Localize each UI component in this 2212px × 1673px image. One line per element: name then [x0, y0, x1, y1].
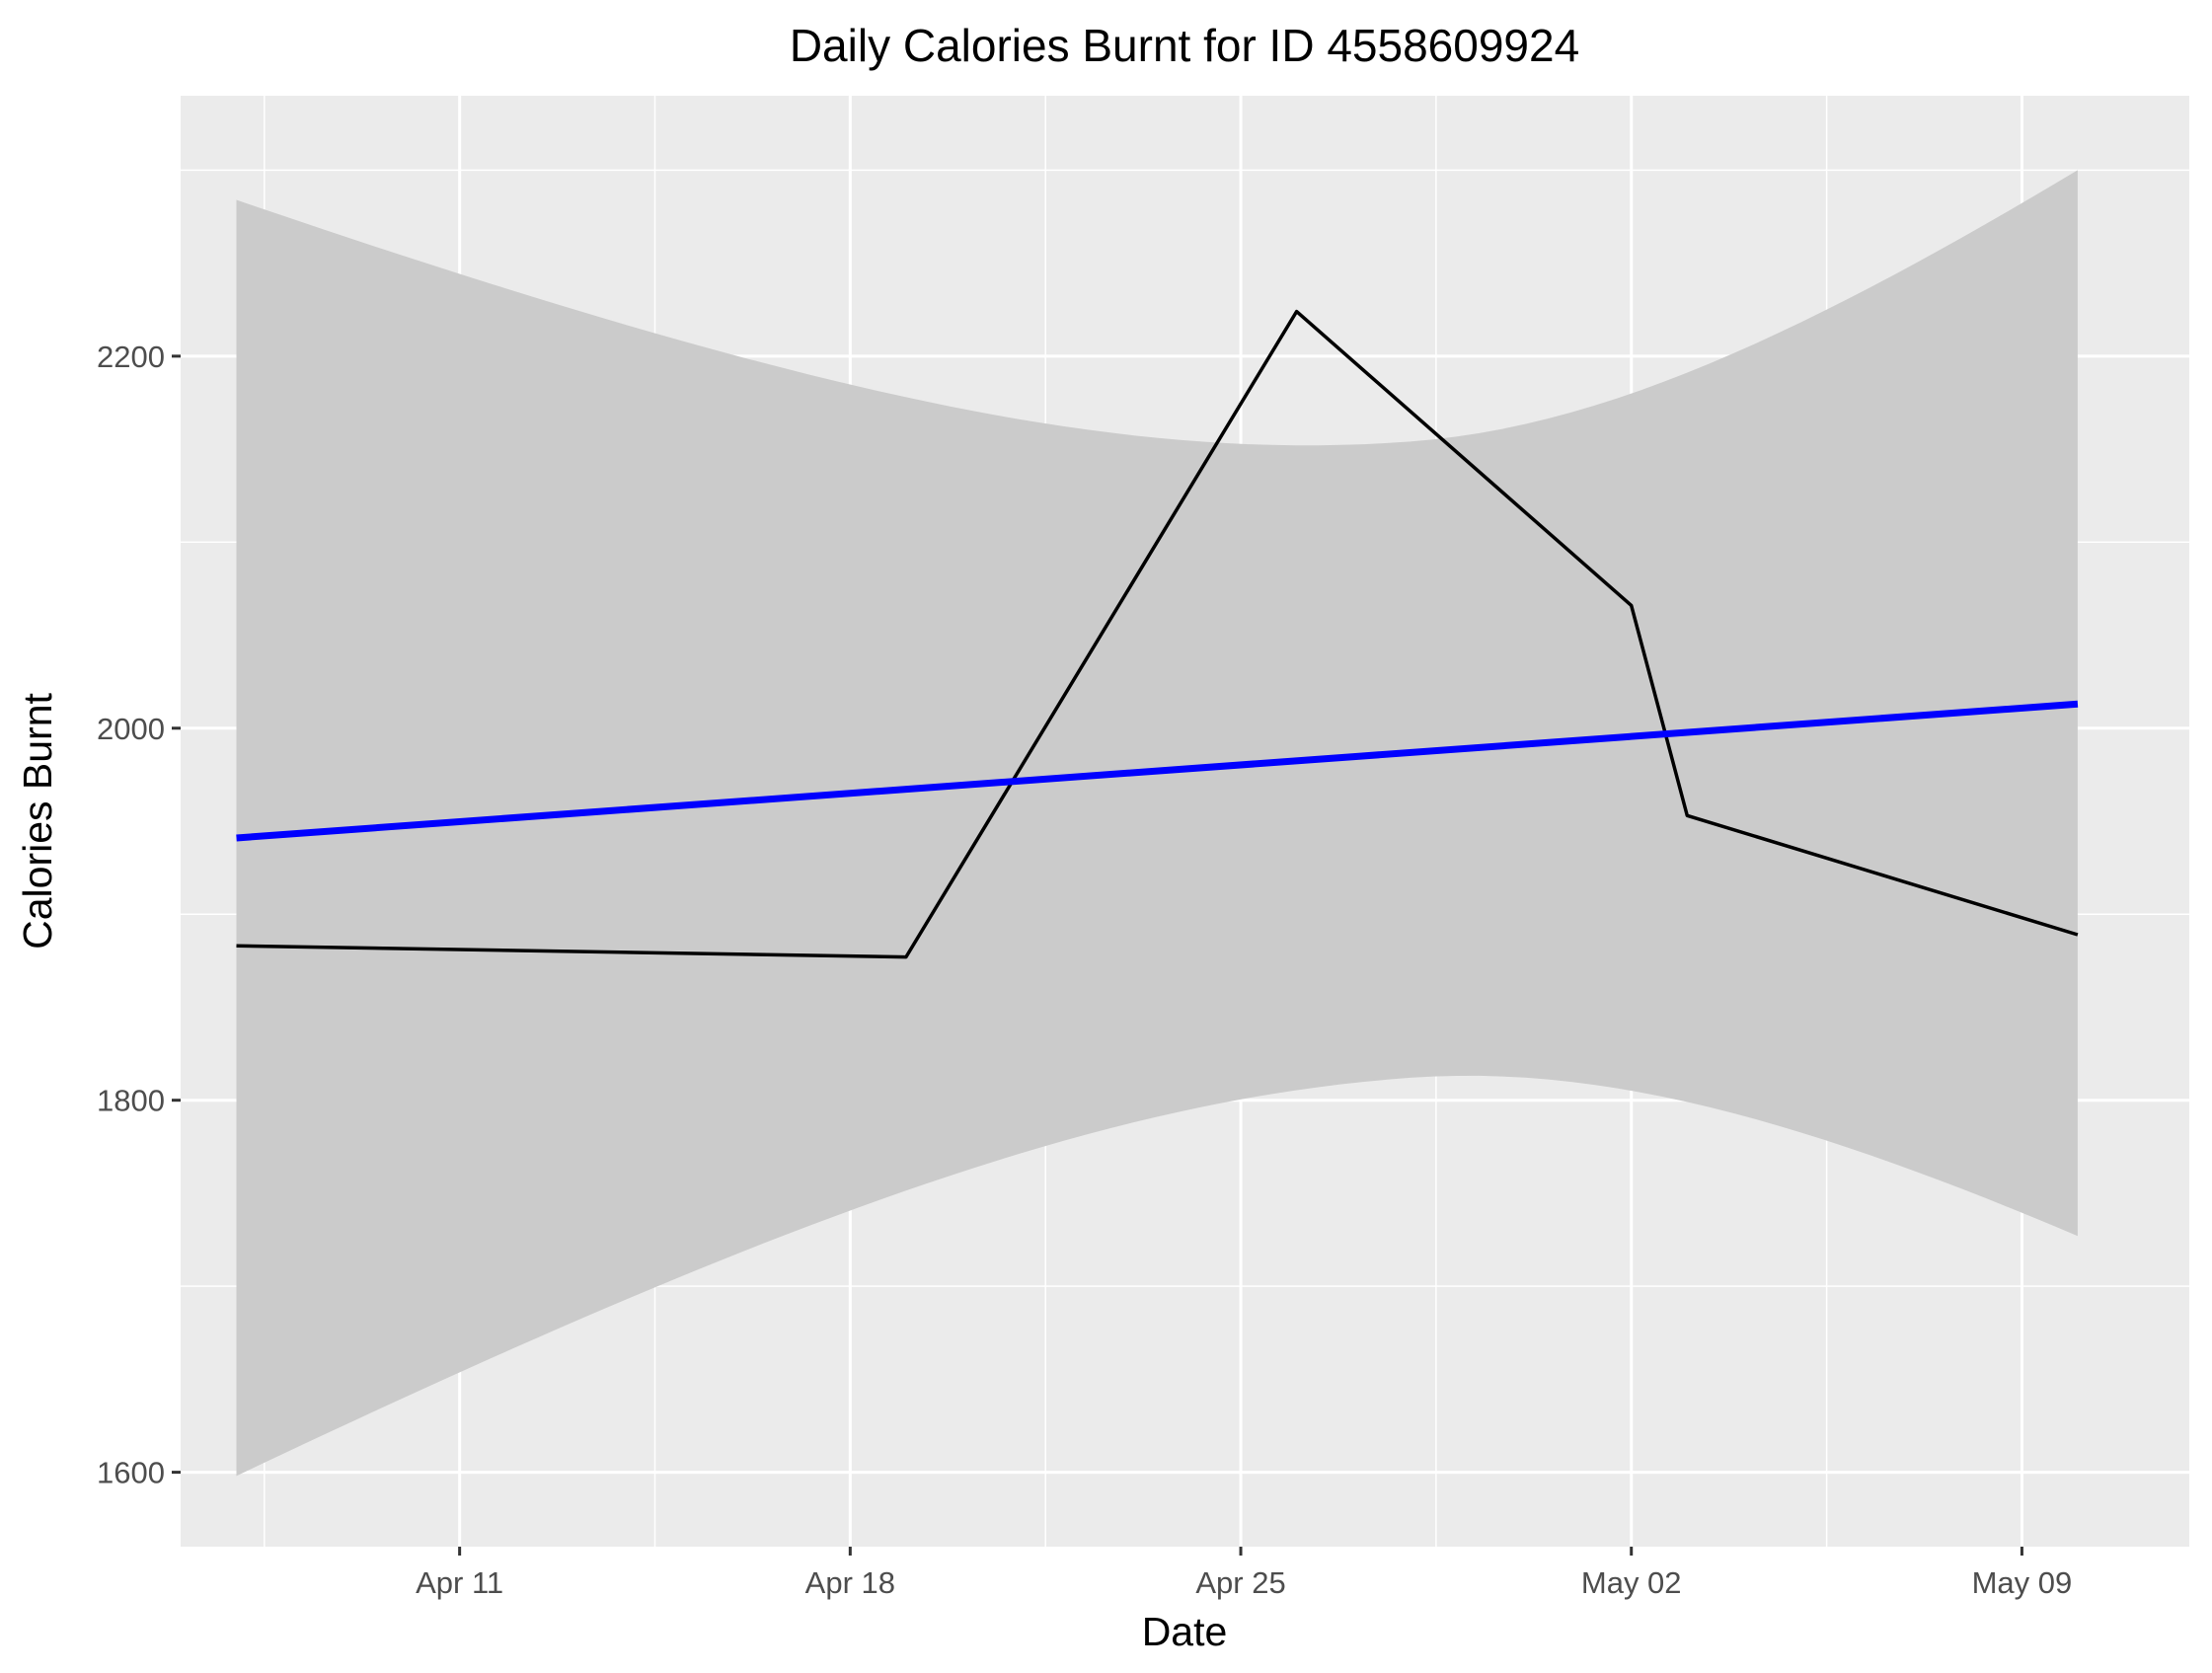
y-axis-title: Calories Burnt	[15, 693, 60, 950]
x-tick-label: Apr 25	[1195, 1565, 1285, 1600]
trend-line	[236, 700, 2079, 842]
x-tick-label: Apr 18	[805, 1565, 895, 1600]
x-axis: Apr 11 Apr 18 Apr 25 May 02 May 09	[416, 1547, 2072, 1600]
y-tick-label: 1800	[97, 1084, 165, 1118]
y-axis: 1600 1800 2000 2200	[97, 340, 181, 1490]
x-axis-title: Date	[1142, 1609, 1228, 1654]
x-tick-label: May 02	[1581, 1565, 1682, 1600]
x-tick-label: May 09	[1972, 1565, 2073, 1600]
y-tick-label: 1600	[97, 1456, 165, 1490]
confidence-band	[236, 170, 2078, 1477]
x-tick-label: Apr 11	[416, 1565, 503, 1600]
y-tick-label: 2200	[97, 340, 165, 374]
series-line-calories	[236, 309, 2079, 959]
data-points	[236, 311, 2078, 957]
chart-title: Daily Calories Burnt for ID 4558609924	[790, 20, 1579, 71]
y-tick-label: 2000	[97, 712, 165, 746]
